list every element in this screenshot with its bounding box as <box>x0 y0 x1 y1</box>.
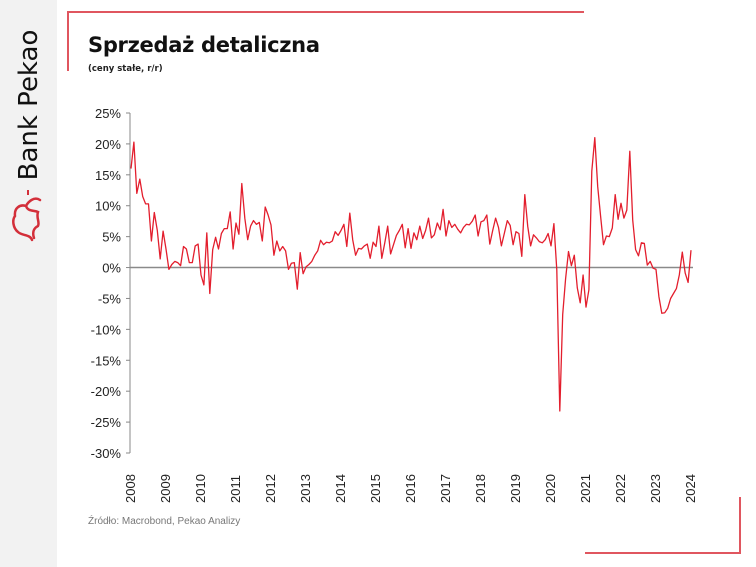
y-tick-label: 0% <box>102 261 121 276</box>
x-tick-label: 2021 <box>578 474 593 503</box>
x-tick-label: 2022 <box>613 474 628 503</box>
frame-right-line <box>739 497 741 554</box>
retail-sales-line <box>130 137 692 412</box>
y-tick-label: 15% <box>95 168 121 183</box>
y-tick-label: 5% <box>102 230 121 245</box>
frame-left-line <box>67 11 69 71</box>
x-tick-label: 2017 <box>438 474 453 503</box>
x-tick-label: 2020 <box>543 474 558 503</box>
x-tick-label: 2012 <box>263 474 278 503</box>
x-tick-label: 2013 <box>298 474 313 503</box>
source-note: Źródło: Macrobond, Pekao Analizy <box>88 516 241 527</box>
y-tick-label: -5% <box>98 291 122 306</box>
frame-bottom-line <box>585 552 741 554</box>
x-tick-label: 2008 <box>123 474 138 503</box>
x-tick-label: 2023 <box>648 474 663 503</box>
x-tick-label: 2014 <box>333 474 348 503</box>
x-tick-label: 2018 <box>473 474 488 503</box>
chart-title: Sprzedaż detaliczna <box>88 33 320 57</box>
y-tick-label: -25% <box>91 415 122 430</box>
y-tick-label: 20% <box>95 137 121 152</box>
chart-subtitle: (ceny stałe, r/r) <box>88 64 163 74</box>
y-tick-label: 10% <box>95 199 121 214</box>
y-tick-label: -30% <box>91 446 122 461</box>
y-tick-label: 25% <box>95 106 121 121</box>
x-tick-label: 2015 <box>368 474 383 503</box>
y-tick-label: -20% <box>91 384 122 399</box>
y-tick-label: -10% <box>91 322 122 337</box>
brand-separator <box>27 190 29 195</box>
x-tick-label: 2010 <box>193 474 208 503</box>
y-tick-label: -15% <box>91 353 122 368</box>
x-tick-label: 2019 <box>508 474 523 503</box>
x-tick-label: 2009 <box>158 474 173 503</box>
x-tick-label: 2016 <box>403 474 418 503</box>
x-tick-label: 2024 <box>683 474 698 503</box>
x-tick-label: 2011 <box>228 475 243 503</box>
pekao-bison-logo-icon <box>12 197 42 242</box>
brand-sidebar: Bank Pekao <box>0 0 57 567</box>
frame-top-line <box>67 11 584 13</box>
